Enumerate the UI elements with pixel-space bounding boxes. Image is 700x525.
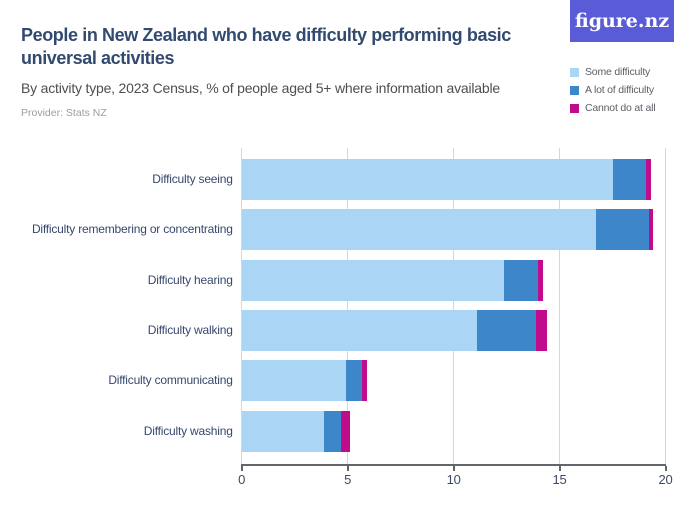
- bar-segment-a-lot-of-difficulty[interactable]: [612, 159, 647, 200]
- legend-label: A lot of difficulty: [585, 84, 654, 96]
- bar-segment-a-lot-of-difficulty[interactable]: [595, 209, 649, 251]
- legend-item: A lot of difficulty: [570, 81, 655, 99]
- bar-row: [241, 410, 666, 452]
- chart-legend: Some difficulty A lot of difficulty Cannot…: [570, 63, 656, 117]
- bar-segment-a-lot-of-difficulty[interactable]: [324, 410, 342, 452]
- category-label: Difficulty communicating: [108, 373, 233, 388]
- bar-row: [241, 259, 666, 301]
- category-label: Difficulty washing: [143, 423, 233, 438]
- gridline: [453, 148, 455, 464]
- bar-segment-some-difficulty[interactable]: [241, 259, 505, 301]
- bar-row: [241, 209, 666, 251]
- provider-label: Provider: Stats NZ: [21, 107, 107, 119]
- bar-segment-a-lot-of-difficulty[interactable]: [345, 360, 363, 402]
- x-axis: [240, 464, 667, 466]
- x-axis-tick: [346, 466, 349, 471]
- bar-segment-cannot-do-at-all[interactable]: [646, 159, 651, 200]
- category-label: Difficulty seeing: [152, 172, 233, 186]
- bar-segment-some-difficulty[interactable]: [241, 209, 596, 251]
- x-axis-tick: [240, 466, 243, 471]
- bar-row: [241, 360, 666, 402]
- legend-swatch-icon: [570, 67, 579, 77]
- bar-segment-cannot-do-at-all[interactable]: [341, 410, 350, 452]
- bar-segment-a-lot-of-difficulty[interactable]: [476, 309, 537, 351]
- legend-item: Cannot do at all: [570, 99, 656, 117]
- page-title: People in New Zealand who have difficult…: [21, 25, 511, 69]
- bar-segment-cannot-do-at-all[interactable]: [536, 309, 547, 351]
- x-axis-tick-label: 5: [344, 472, 352, 487]
- bar-segment-some-difficulty[interactable]: [241, 410, 325, 452]
- bar-row: [241, 159, 666, 200]
- x-axis-tick-label: 20: [658, 472, 673, 487]
- x-axis-tick: [664, 466, 667, 471]
- x-axis-tick-label: 10: [446, 472, 461, 487]
- gridline: [347, 148, 349, 464]
- figure-nz-logo-text: figure.nz: [574, 10, 670, 32]
- bar-segment-a-lot-of-difficulty[interactable]: [504, 259, 539, 301]
- gridline: [241, 148, 243, 464]
- bar-segment-some-difficulty[interactable]: [241, 309, 477, 351]
- legend-item: Some difficulty: [570, 63, 655, 81]
- figure-nz-logo[interactable]: figure.nz: [570, 0, 674, 42]
- page-subtitle: By activity type, 2023 Census, % of peop…: [21, 80, 500, 96]
- gridline: [559, 148, 561, 464]
- legend-swatch-icon: [570, 85, 579, 95]
- bar-segment-some-difficulty[interactable]: [241, 360, 346, 402]
- bar-segment-cannot-do-at-all[interactable]: [538, 259, 543, 301]
- category-label: Difficulty walking: [147, 322, 233, 337]
- legend-label: Cannot do at all: [585, 102, 656, 114]
- legend-swatch-icon: [570, 103, 579, 113]
- bar-segment-cannot-do-at-all[interactable]: [648, 209, 653, 251]
- x-axis-tick: [558, 466, 561, 471]
- bar-segment-some-difficulty[interactable]: [241, 159, 613, 200]
- gridline: [665, 148, 666, 464]
- bar-row: [241, 309, 666, 351]
- bar-segment-cannot-do-at-all[interactable]: [362, 360, 367, 402]
- x-axis-tick-label: 15: [552, 472, 567, 487]
- legend-label: Some difficulty: [585, 66, 651, 78]
- category-label: Difficulty hearing: [147, 272, 233, 287]
- x-axis-tick-label: 0: [238, 472, 246, 487]
- x-axis-tick: [452, 466, 455, 471]
- category-label: Difficulty remembering or concentrating: [31, 222, 233, 237]
